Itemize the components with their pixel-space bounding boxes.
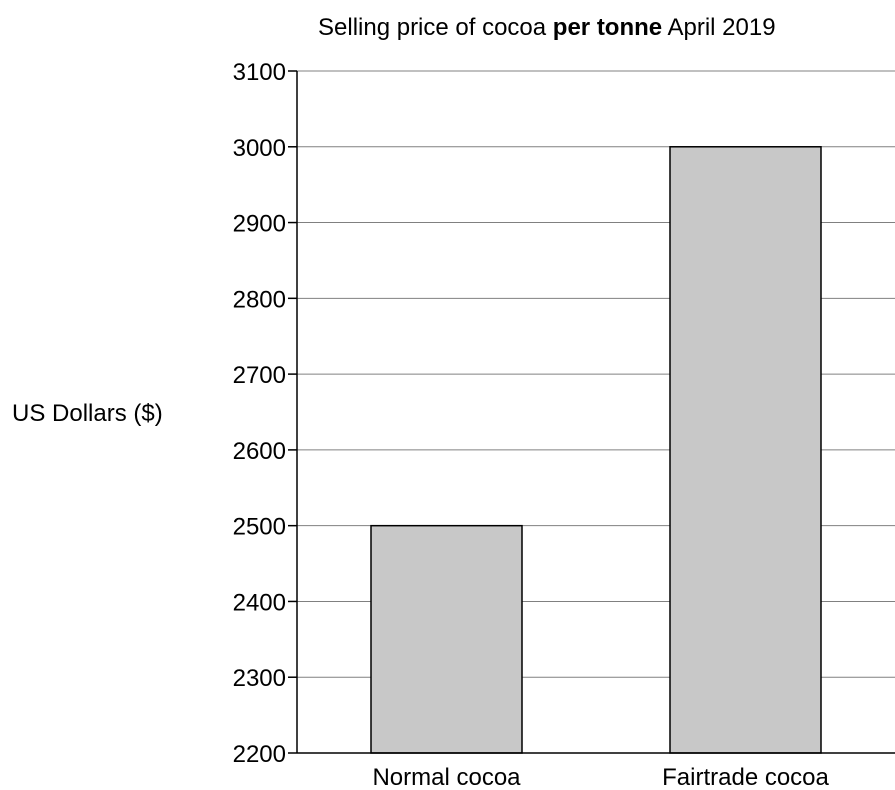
y-tick-label: 2400	[233, 589, 286, 616]
bar-normal-cocoa	[370, 524, 523, 754]
y-tick-label: 2500	[233, 514, 286, 541]
y-tick-label: 2800	[233, 286, 286, 313]
chart-title: Selling price of cocoa per tonne April 2…	[318, 14, 776, 41]
x-tick-label: Normal cocoa	[372, 764, 521, 790]
chart-title-part-2: April 2019	[662, 14, 775, 41]
bars	[370, 146, 822, 754]
x-tick-label: Fairtrade cocoa	[662, 764, 829, 790]
y-tick-label: 3000	[233, 135, 286, 162]
x-tick-labels: Normal cocoa Fairtrade cocoa	[372, 764, 829, 790]
chart-title-part-1: Selling price of cocoa	[318, 14, 553, 41]
y-tick-label: 3100	[233, 59, 286, 86]
axes	[288, 70, 895, 754]
y-tick-label: 2200	[233, 741, 286, 768]
y-tick-label: 2700	[233, 362, 286, 389]
y-axis-label: US Dollars ($)	[12, 400, 163, 427]
bar-fairtrade-cocoa	[669, 146, 822, 754]
y-tick-label: 2300	[233, 665, 286, 692]
y-tick-label: 2900	[233, 211, 286, 238]
y-tick-labels: 2200 2300 2400 2500 2600 2700 2800 2900 3000 3100	[233, 59, 286, 768]
y-tick-label: 2600	[233, 438, 286, 465]
chart-title-emphasis: per tonne	[553, 14, 662, 41]
